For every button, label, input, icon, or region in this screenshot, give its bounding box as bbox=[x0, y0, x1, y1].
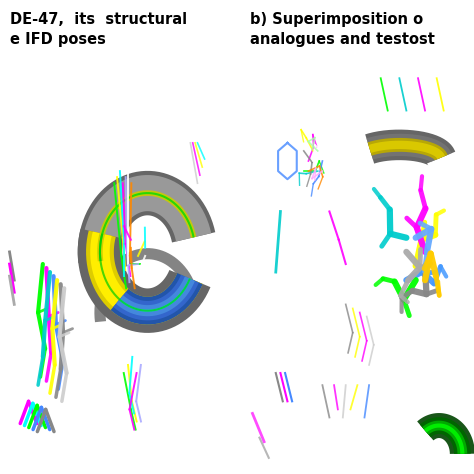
Text: DE-47,  its  structural
e IFD poses: DE-47, its structural e IFD poses bbox=[9, 12, 187, 46]
Text: b) Superimposition o
analogues and testost: b) Superimposition o analogues and testo… bbox=[250, 12, 435, 46]
